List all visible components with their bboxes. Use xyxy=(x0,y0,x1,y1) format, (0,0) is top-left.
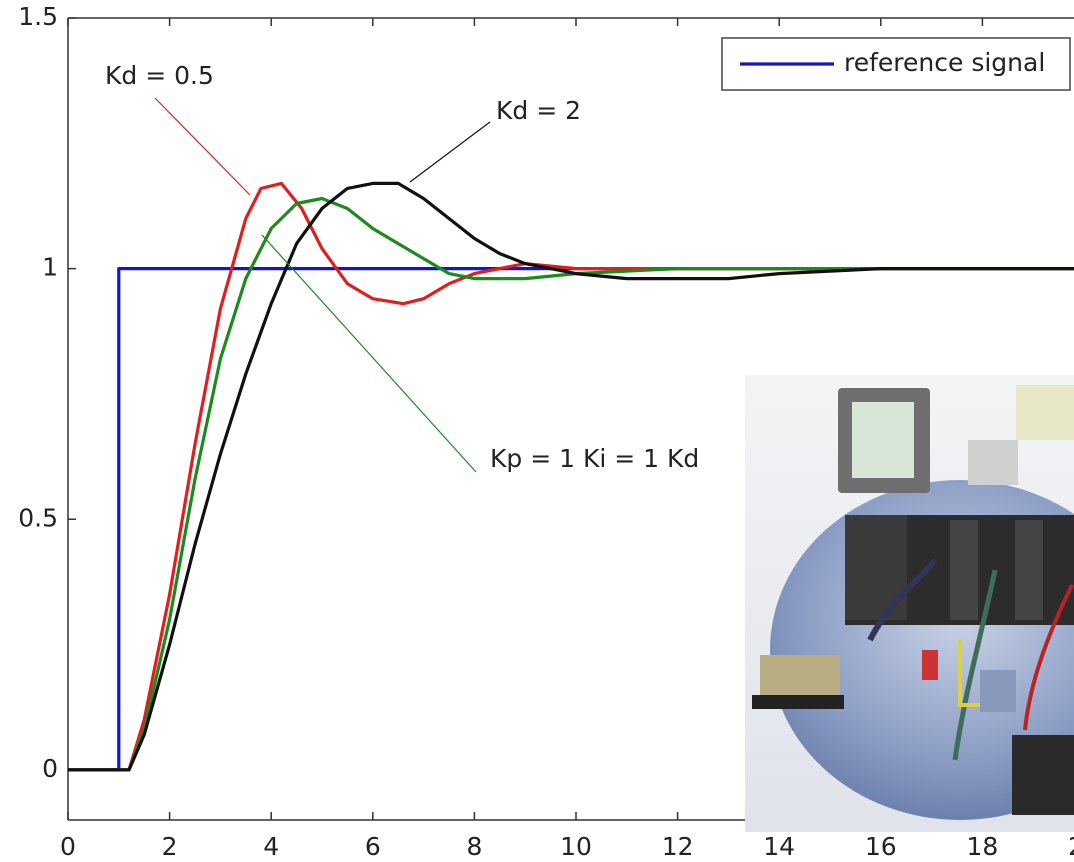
annotation-pointer xyxy=(261,234,477,473)
plc-module xyxy=(950,520,978,620)
x-tick-label: 16 xyxy=(865,832,897,861)
annotation: Kd = 0.5 xyxy=(105,61,214,90)
series-line xyxy=(68,181,1074,772)
x-tick-label: 18 xyxy=(966,832,998,861)
pc-monitor xyxy=(968,440,1018,485)
annotation-pointer xyxy=(154,97,251,196)
y-tick-label: 0.5 xyxy=(18,503,58,532)
y-tick-label: 0 xyxy=(42,754,58,783)
x-tick-label: 14 xyxy=(763,832,795,861)
cable xyxy=(867,558,938,642)
plc-module xyxy=(1015,520,1043,620)
x-tick-label: 20 xyxy=(1068,832,1074,861)
cable xyxy=(952,569,998,761)
annotation: Kp = 1 Ki = 1 Kd xyxy=(490,444,699,473)
sensor xyxy=(922,650,938,680)
x-tick-label: 2 xyxy=(162,832,178,861)
plot-area: 0 0.5 1 1.5 0 2 4 6 8 10 12 14 16 18 20 Kd = 0.5 Kd = 2 K… xyxy=(18,2,1074,861)
y-tick-label: 1.5 xyxy=(18,2,58,31)
valve xyxy=(980,670,1016,712)
annotation-pointer xyxy=(409,121,491,183)
touch-screen xyxy=(852,402,914,478)
plc-small xyxy=(1012,735,1074,815)
series-line xyxy=(68,196,1074,772)
annotation: Kd = 2 xyxy=(496,96,581,125)
x-tick-label: 12 xyxy=(662,832,694,861)
x-tick-label: 4 xyxy=(263,832,279,861)
x-tick-label: 0 xyxy=(60,832,76,861)
pc-screen xyxy=(1016,385,1074,440)
box-base xyxy=(752,695,844,709)
x-tick-label: 8 xyxy=(466,832,482,861)
y-tick-label: 1 xyxy=(42,253,58,282)
cable xyxy=(1023,584,1074,731)
photo-overlay xyxy=(745,375,1074,832)
series-line xyxy=(68,181,1074,772)
x-tick-label: 10 xyxy=(560,832,592,861)
legend-label: reference signal xyxy=(844,48,1045,77)
box xyxy=(760,655,840,700)
x-tick-label: 6 xyxy=(365,832,381,861)
